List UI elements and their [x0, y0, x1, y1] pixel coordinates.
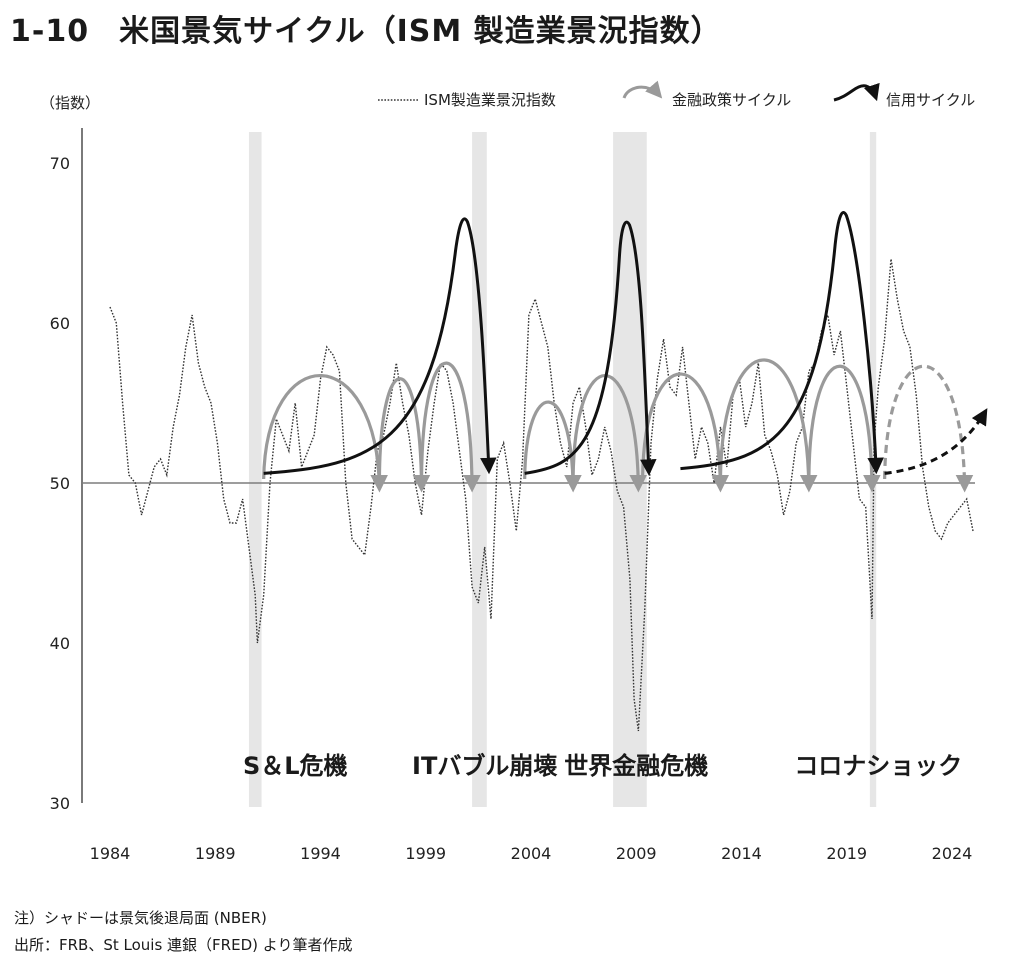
y-tick-label-60: 60	[50, 314, 70, 333]
x-tick-label-1989: 1989	[195, 844, 236, 863]
ism-line	[109, 258, 974, 732]
axes: 30 40 50 60 70 1984 1989 1994 1999 2004 2009 2014 20…	[40, 94, 975, 863]
monetary-arc-2	[419, 361, 481, 493]
legend-monetary-label: 金融政策サイクル	[672, 91, 791, 109]
crisis-label-2: 世界金融危機	[564, 752, 708, 780]
monetary-arc-5	[640, 372, 730, 493]
legend: ISM製造業景況指数 金融政策サイクル 信用サイクル	[378, 80, 975, 109]
monetary-arc-0	[262, 374, 389, 493]
credit-arc-0	[263, 217, 497, 475]
credit-arc-1	[524, 220, 657, 476]
series-layer	[109, 258, 974, 732]
ism-chart: 30 40 50 60 70 1984 1989 1994 1999 2004 2009 2014 20…	[40, 80, 988, 863]
legend-credit-label: 信用サイクル	[886, 91, 975, 109]
y-tick-label-30: 30	[50, 794, 70, 813]
recession-band-0	[248, 132, 262, 807]
crisis-label-0: S＆L危機	[243, 752, 348, 780]
credit-arc-3	[884, 408, 988, 475]
legend-credit-swatch	[833, 82, 880, 102]
note-source: 出所：FRB、St Louis 連銀（FRED) より筆者作成	[14, 936, 353, 954]
x-tick-label-2004: 2004	[511, 844, 552, 863]
x-tick-label-2014: 2014	[721, 844, 762, 863]
x-tick-label-2009: 2009	[616, 844, 657, 863]
recession-band-1	[472, 132, 487, 807]
figure-title: 1-10 米国景気サイクル（ISM 製造業景況指数）	[10, 6, 722, 50]
credit-arc-2	[680, 210, 884, 475]
legend-ism-label: ISM製造業景況指数	[424, 91, 556, 109]
monetary-arc-8	[883, 364, 974, 493]
x-tick-label-2019: 2019	[826, 844, 867, 863]
monetary-arc-6	[718, 358, 818, 493]
y-axis-label: （指数）	[40, 94, 100, 112]
x-tick-label-1984: 1984	[90, 844, 131, 863]
y-tick-label-70: 70	[50, 154, 70, 173]
cycle-arcs-layer	[262, 210, 988, 493]
figure-title-text: 米国景気サイクル（ISM 製造業景況指数）	[119, 14, 722, 49]
monetary-arc-7	[807, 364, 881, 493]
recession-shading-layer	[248, 132, 877, 807]
monetary-arc-1	[377, 377, 431, 493]
y-tick-label-50: 50	[50, 474, 70, 493]
crisis-label-3: コロナショック	[794, 752, 962, 780]
note-shadow: 注）シャドーは景気後退局面 (NBER)	[14, 909, 267, 927]
x-tick-label-1999: 1999	[405, 844, 446, 863]
x-tick-label-2024: 2024	[932, 844, 973, 863]
y-tick-label-40: 40	[50, 634, 70, 653]
legend-monetary-swatch	[622, 80, 663, 99]
figure-number: 1-10	[10, 14, 90, 49]
x-tick-label-1994: 1994	[300, 844, 341, 863]
monetary-arc-3	[523, 400, 582, 493]
crisis-label-1: ITバブル崩壊	[412, 752, 557, 780]
annotations-layer: S＆L危機 ITバブル崩壊 世界金融危機 コロナショック	[243, 752, 962, 780]
